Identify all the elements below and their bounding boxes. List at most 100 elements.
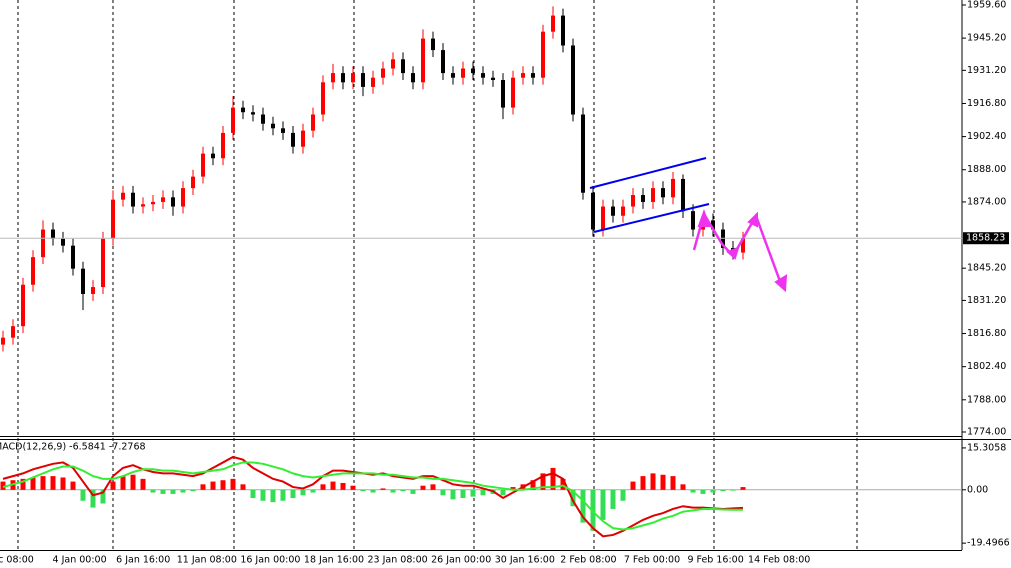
- histogram-bar: [250, 489, 256, 499]
- candle-body: [641, 195, 645, 202]
- candle-body: [541, 31, 545, 78]
- candle-body: [121, 192, 125, 200]
- indicator-line: [2, 461, 743, 531]
- histogram-bar: [430, 484, 436, 490]
- candle-body: [491, 77, 495, 80]
- histogram-bar: [50, 476, 56, 490]
- indicator-line: [2, 455, 744, 538]
- y2-tick-label: -19.4966: [967, 538, 1010, 549]
- histogram-bar: [260, 489, 266, 501]
- candle-body: [71, 245, 75, 269]
- candle-body: [411, 73, 415, 83]
- candle-body: [691, 211, 695, 230]
- candle-body: [551, 15, 555, 32]
- candle-body: [711, 220, 715, 230]
- histogram-bar: [600, 489, 606, 520]
- y-tick-label: 1888.00: [967, 164, 1006, 175]
- histogram-bar: [410, 489, 416, 494]
- histogram-bar: [580, 489, 586, 523]
- candle-body: [341, 73, 345, 83]
- histogram-bar: [700, 489, 706, 494]
- candle-body: [451, 73, 455, 78]
- candle-body: [331, 73, 335, 83]
- candle-body: [241, 107, 245, 113]
- candle-body: [31, 257, 35, 285]
- candle-body: [181, 188, 185, 207]
- y-tick-label: 1945.20: [967, 33, 1006, 44]
- candle-body: [281, 128, 285, 133]
- candle-body: [581, 114, 585, 193]
- histogram-bar: [370, 489, 376, 493]
- candle-body: [401, 59, 405, 74]
- candle-body: [21, 284, 25, 327]
- histogram-bar: [30, 477, 36, 490]
- histogram-bar: [710, 489, 716, 493]
- candle-body: [521, 73, 525, 78]
- y-tick-label: 1931.20: [967, 65, 1006, 76]
- candle-body: [231, 107, 235, 133]
- candle-body: [421, 38, 425, 83]
- histogram-bar: [100, 489, 106, 504]
- histogram-bar: [150, 489, 156, 493]
- candle-body: [1, 337, 5, 345]
- histogram-bar: [550, 467, 556, 490]
- candle-body: [101, 238, 105, 288]
- histogram-bar: [70, 481, 76, 490]
- histogram-bar: [320, 484, 326, 490]
- x-tick-label: 9 Feb 16:00: [687, 555, 743, 566]
- y2-tick-label: 0.00: [967, 484, 988, 495]
- candle-body: [621, 206, 625, 216]
- histogram-bar: [330, 481, 336, 490]
- y-tick-label: 1774.00: [967, 427, 1006, 438]
- histogram-bar: [310, 489, 316, 493]
- candle-body: [461, 68, 465, 78]
- candle-body: [431, 38, 435, 51]
- candle-body: [661, 188, 665, 198]
- candle-body: [211, 153, 215, 159]
- histogram-bar: [460, 489, 466, 499]
- histogram-bar: [650, 473, 656, 490]
- histogram-bar: [20, 478, 26, 490]
- candle-body: [41, 229, 45, 258]
- candle-body: [251, 112, 255, 115]
- histogram-bar: [340, 482, 346, 490]
- candle-body: [171, 197, 175, 207]
- candle-body: [291, 132, 295, 147]
- histogram-bar: [540, 473, 546, 490]
- histogram-bar: [510, 487, 516, 490]
- histogram-bar: [110, 481, 116, 490]
- candle-body: [591, 192, 595, 230]
- annotations: [589, 157, 788, 293]
- candle-body: [601, 206, 605, 230]
- histogram-bar: [680, 484, 686, 490]
- histogram-bar: [210, 481, 216, 490]
- histogram-bar: [720, 489, 726, 492]
- candle-body: [61, 238, 65, 246]
- histogram-bar: [140, 478, 146, 490]
- candle-body: [301, 130, 305, 147]
- candle-body: [191, 176, 195, 189]
- candle-body: [311, 114, 315, 131]
- candle-body: [571, 45, 575, 115]
- candle-body: [111, 199, 115, 239]
- histogram-bar: [160, 489, 166, 494]
- histogram-bar: [130, 474, 136, 490]
- period-separators: [17, 0, 858, 550]
- x-tick-label: 7 Feb 00:00: [624, 555, 680, 566]
- y2-tick-label: 15.3058: [967, 442, 1006, 453]
- histogram-bar: [350, 485, 356, 490]
- histogram-bar: [180, 489, 186, 493]
- candle-body: [271, 123, 275, 129]
- candle-body: [151, 201, 155, 205]
- y-tick-label: 1874.00: [967, 196, 1006, 207]
- histogram-bar: [270, 489, 276, 503]
- histogram-bar: [90, 489, 96, 508]
- histogram-bar: [620, 489, 626, 501]
- candle-body: [131, 192, 135, 207]
- histogram-bar: [440, 489, 446, 496]
- y-tick-label: 1916.80: [967, 98, 1006, 109]
- histogram-bar: [470, 489, 476, 497]
- histogram-bar: [220, 480, 226, 490]
